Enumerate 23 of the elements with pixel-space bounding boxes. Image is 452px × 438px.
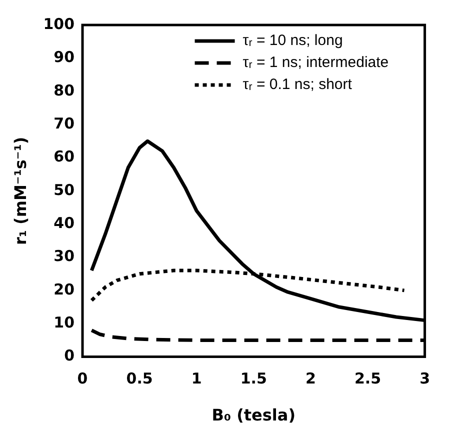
y-tick-label: 30 — [54, 247, 75, 266]
y-tick-label: 10 — [54, 314, 75, 332]
y-tick-label: 90 — [54, 48, 75, 66]
x-tick-label: 0 — [77, 370, 88, 388]
y-axis-title: r₁ (mM⁻¹s⁻¹) — [10, 136, 30, 245]
y-tick-label: 0 — [64, 346, 75, 365]
y-tick-label: 60 — [54, 148, 75, 166]
x-tick-label: 2 — [305, 370, 316, 388]
legend-label: τᵣ = 0.1 ns; short — [242, 76, 353, 94]
legend-label: τᵣ = 10 ns; long — [242, 32, 343, 50]
y-tick-label: 40 — [54, 214, 75, 232]
x-tick-label: 1.5 — [240, 370, 267, 388]
y-tick-label: 80 — [54, 81, 75, 100]
y-tick-label: 70 — [54, 114, 75, 132]
x-axis-title: B₀ (tesla) — [212, 406, 296, 425]
y-tick-label: 20 — [54, 280, 75, 298]
legend-label: τᵣ = 1 ns; intermediate — [242, 54, 389, 72]
x-tick-label: 1 — [191, 370, 202, 388]
x-tick-label: 0.5 — [126, 370, 153, 388]
y-tick-label: 50 — [54, 180, 75, 199]
y-tick-label: 100 — [43, 14, 75, 33]
x-tick-label: 2.5 — [354, 370, 382, 388]
x-tick-label: 3 — [420, 370, 430, 388]
